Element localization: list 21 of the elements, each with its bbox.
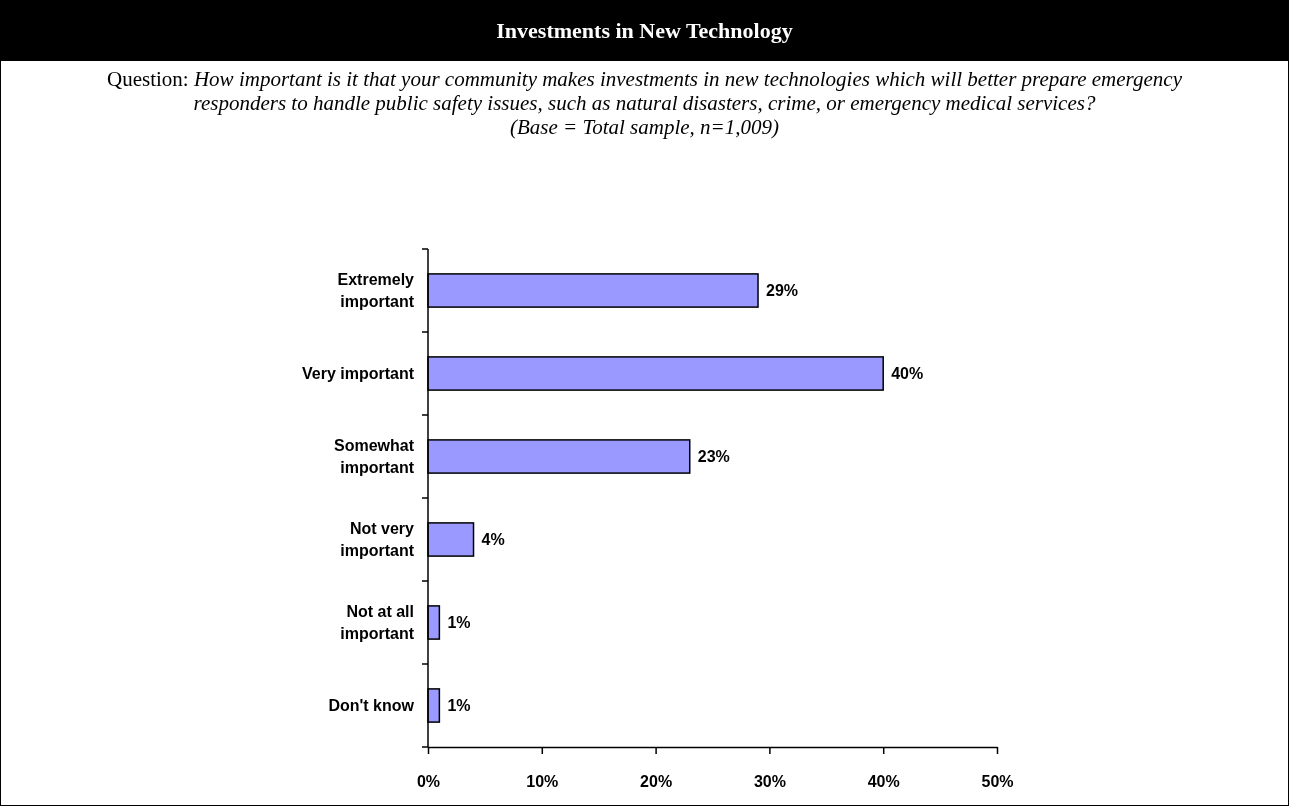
chart-subtitle: Question: How important is it that your community makes investments in new technologies which will better prepare emergency responders to handle public safety issues, such as natural disasters, crime, or emergency medical services? [107, 67, 1182, 115]
data-label: 40% [891, 365, 924, 383]
data-label: 29% [766, 282, 799, 300]
y-tick-label: Not at all important [340, 603, 415, 643]
chart-title: Investments in New Technology [1, 1, 1288, 61]
data-label: 4% [481, 531, 505, 549]
x-tick-label: 0% [416, 773, 441, 791]
y-tick-label: Extremely important [337, 271, 415, 311]
data-label: 23% [697, 448, 730, 466]
y-tick-label: Not very important [340, 520, 415, 560]
y-tick-label: Very important [301, 365, 415, 383]
text: (Base = Total sample, n=1,009) [508, 115, 781, 139]
x-tick-label: 40% [867, 773, 900, 791]
x-tick-label: 50% [981, 773, 1014, 791]
x-tick-label: 10% [526, 773, 559, 791]
x-tick-label: 20% [640, 773, 673, 791]
data-label: 1% [447, 614, 471, 632]
y-tick-label: Don't know [328, 697, 415, 715]
y-tick-label: Somewhat important [333, 437, 415, 477]
x-tick-label: 30% [753, 773, 786, 791]
data-label: 1% [447, 697, 471, 715]
